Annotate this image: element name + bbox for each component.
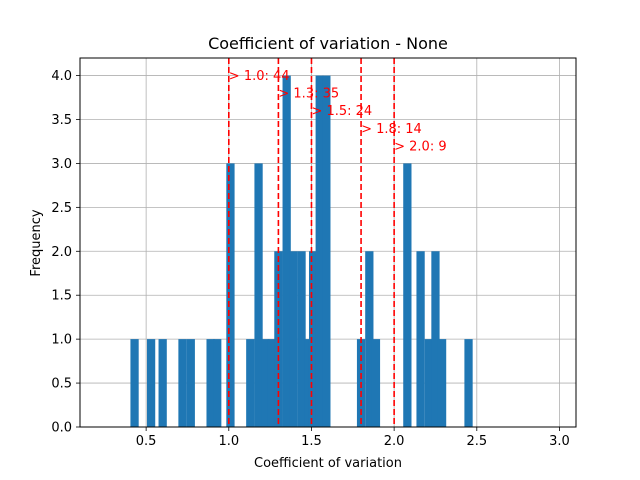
y-tick-label: 2.0 <box>51 245 72 260</box>
histogram-bar <box>186 339 195 427</box>
histogram-bar <box>206 339 215 427</box>
plot-frame <box>79 57 577 428</box>
threshold-lines: > 1.0: 44 > 1.3: 35 > 1.5: 24 > 1.8: 14 > 2.… <box>228 58 447 427</box>
histogram-bar <box>403 163 412 427</box>
histogram-bar <box>178 339 187 427</box>
threshold-label: > 1.0: 44 <box>229 69 290 84</box>
histogram-bar <box>371 339 381 427</box>
histogram-bar <box>213 339 222 427</box>
histogram-bar <box>365 251 374 427</box>
histogram-bars <box>130 75 473 428</box>
threshold-label: > 1.3: 35 <box>278 87 339 102</box>
histogram-bar <box>431 251 440 427</box>
y-axis-title: Frequency <box>29 209 44 276</box>
x-axis-title: Coefficient of variation <box>254 456 402 471</box>
y-tick-label: 0.0 <box>51 421 72 436</box>
histogram-bar <box>254 163 263 427</box>
histogram-bar <box>464 339 473 427</box>
x-tick-label: 2.0 <box>384 434 405 449</box>
y-tick-label: 3.0 <box>51 157 72 172</box>
y-tick-label: 1.0 <box>51 333 72 348</box>
chart-title: Coefficient of variation - None <box>208 34 448 53</box>
histogram-bar <box>308 251 318 427</box>
x-tick-label: 3.0 <box>549 434 570 449</box>
histogram-bar <box>130 339 139 427</box>
threshold-label: > 1.8: 14 <box>361 122 422 137</box>
histogram-bar <box>416 251 425 427</box>
y-tick-label: 1.5 <box>51 289 72 304</box>
x-tick-label: 1.0 <box>218 434 239 449</box>
histogram-bar <box>304 339 313 427</box>
axis-ticks: 0.5 1.0 1.5 2.0 2.5 3.0 0.0 0.5 1.0 1.5 2.0 2.5 3.0 3… <box>51 69 569 449</box>
histogram-bar <box>226 163 235 427</box>
histogram-bar <box>437 339 447 427</box>
y-tick-label: 2.5 <box>51 201 72 216</box>
histogram-bar <box>289 251 298 427</box>
histogram-bar <box>267 339 276 427</box>
threshold-label: > 2.0: 9 <box>394 139 446 154</box>
histogram-bar <box>424 339 433 427</box>
threshold-label: > 1.5: 24 <box>311 104 372 119</box>
y-tick-label: 0.5 <box>51 377 72 392</box>
histogram-bar <box>246 339 255 427</box>
histogram-bar <box>297 251 306 427</box>
histogram-bar <box>315 75 324 428</box>
y-tick-label: 3.5 <box>51 113 72 128</box>
x-tick-label: 1.5 <box>301 434 322 449</box>
histogram-bar <box>146 339 156 427</box>
x-tick-label: 0.5 <box>136 434 157 449</box>
y-tick-label: 4.0 <box>51 69 72 84</box>
histogram-bar <box>158 339 167 427</box>
x-tick-label: 2.5 <box>466 434 487 449</box>
histogram-bar <box>282 75 291 428</box>
histogram-bar <box>322 75 331 428</box>
histogram-bar <box>261 339 270 427</box>
